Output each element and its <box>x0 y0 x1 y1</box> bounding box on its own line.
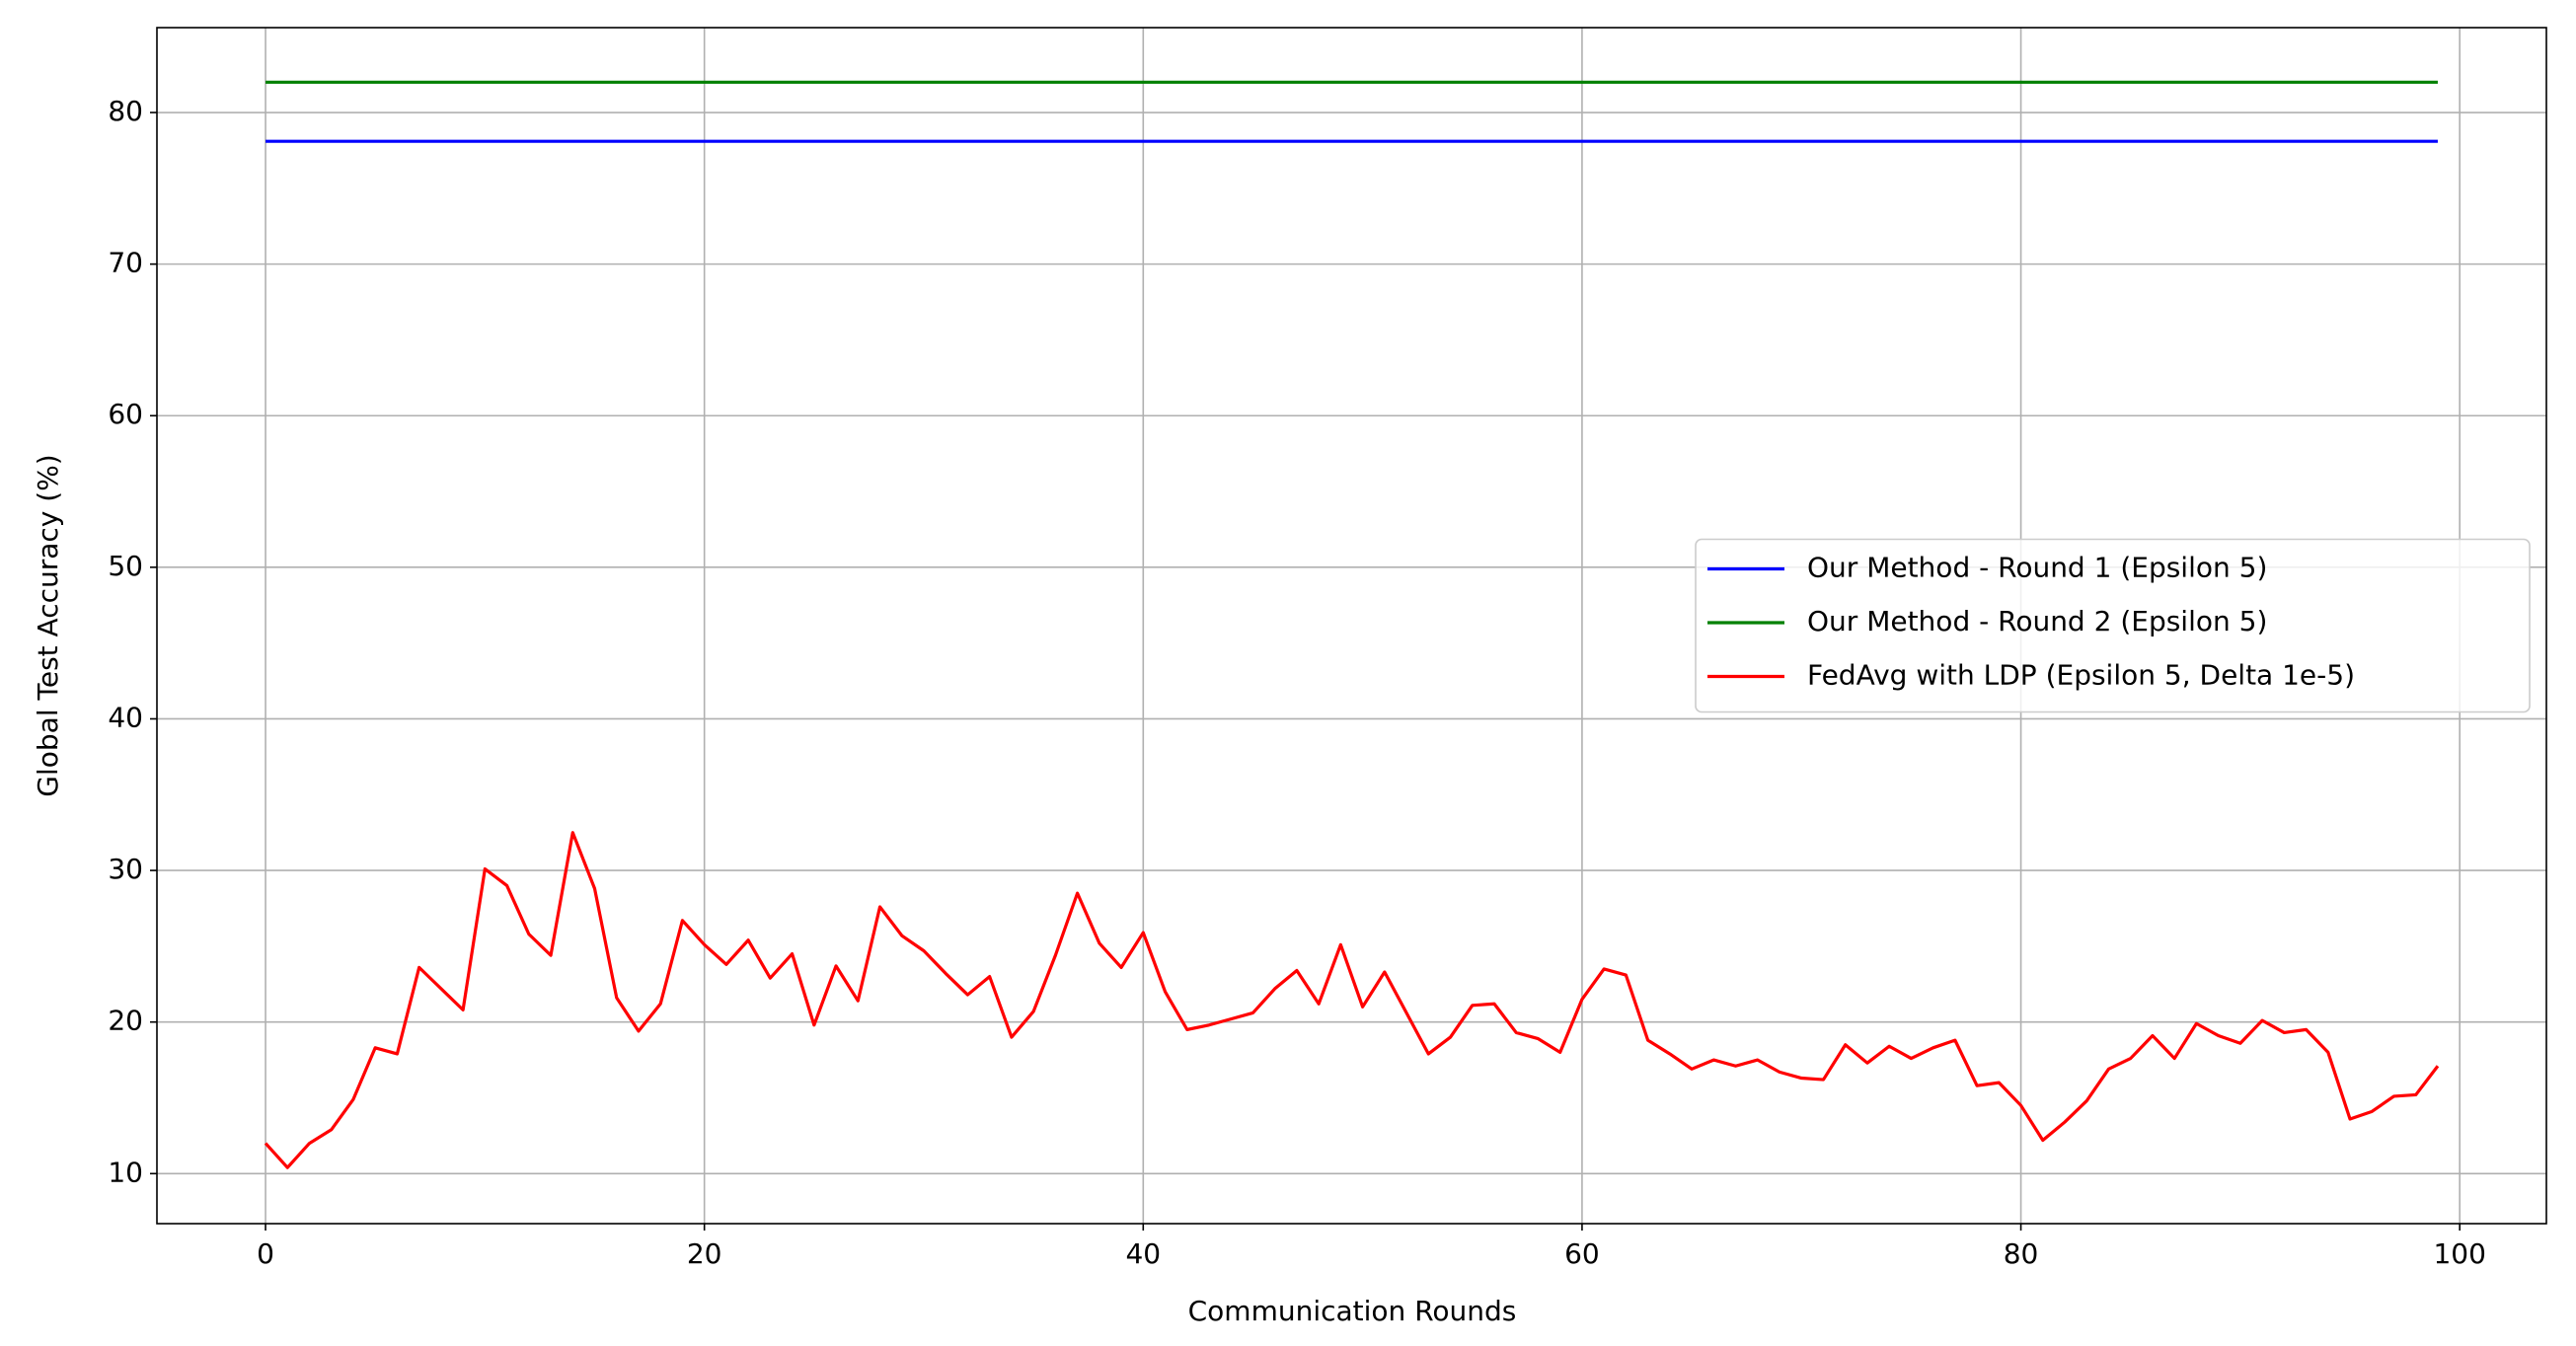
series-line <box>264 831 2440 1169</box>
plot-frame <box>156 27 2547 1225</box>
legend-label: FedAvg with LDP (Epsilon 5, Delta 1e-5) <box>1807 659 2355 692</box>
x-tick-label: 20 <box>687 1237 722 1270</box>
x-tick-label: 100 <box>2433 1237 2485 1270</box>
legend-box <box>1695 538 2531 713</box>
y-tick-label: 40 <box>108 701 143 733</box>
y-tick-label: 70 <box>108 247 143 279</box>
x-tick-label: 40 <box>1125 1237 1161 1270</box>
legend-label: Our Method - Round 2 (Epsilon 5) <box>1807 605 2267 637</box>
x-tick-label: 0 <box>257 1237 274 1270</box>
x-axis-label: Communication Rounds <box>1188 1295 1517 1327</box>
y-axis-label: Global Test Accuracy (%) <box>32 454 64 796</box>
x-tick-label: 80 <box>2004 1237 2039 1270</box>
x-tick-label: 60 <box>1564 1237 1600 1270</box>
y-tick-label: 60 <box>108 398 143 430</box>
y-tick-label: 20 <box>108 1005 143 1037</box>
y-tick-label: 80 <box>108 95 143 127</box>
y-tick-label: 30 <box>108 853 143 885</box>
legend-label: Our Method - Round 1 (Epsilon 5) <box>1807 552 2267 584</box>
y-tick-label: 10 <box>108 1156 143 1188</box>
y-tick-label: 50 <box>108 550 143 582</box>
